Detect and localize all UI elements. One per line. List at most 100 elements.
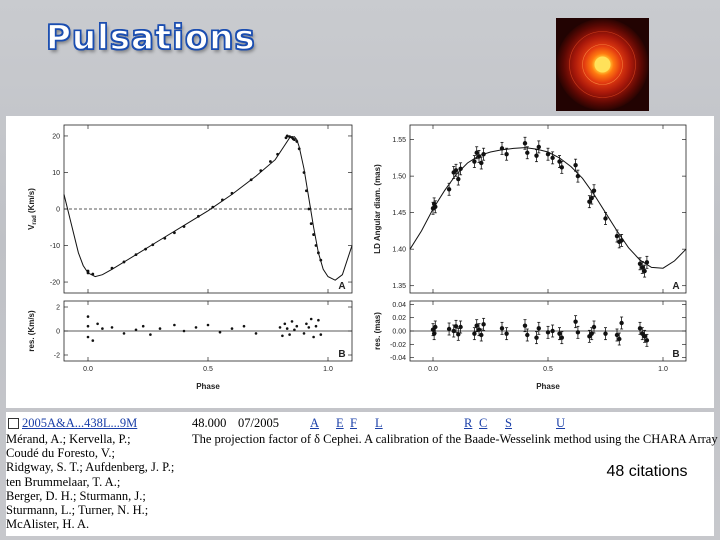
chart-panel-3: 1.35 1.40 1.45 1.50 1.55 A LD Angular diam. (m… (373, 124, 687, 294)
y-tick-label: 0 (56, 329, 60, 336)
data-point (163, 236, 167, 240)
data-point (110, 266, 114, 270)
data-point (309, 317, 313, 321)
data-point (312, 233, 315, 236)
data-point (134, 328, 138, 332)
data-point (525, 150, 530, 155)
data-point (472, 331, 477, 336)
data-point (281, 334, 284, 338)
panel-label: A (672, 281, 679, 292)
y-tick-label: -0.04 (390, 355, 406, 362)
data-point (446, 187, 452, 192)
citation-count: 48 citations (591, 458, 703, 486)
data-point (545, 330, 551, 335)
data-point (536, 144, 541, 150)
data-point (288, 135, 291, 139)
data-point (305, 189, 308, 193)
link-simbad[interactable]: S (505, 416, 512, 430)
data-point (283, 322, 287, 326)
data-point (591, 324, 597, 330)
data-point (603, 331, 608, 336)
author-list: Mérand, A.; Kervella, P.; Coudé du Fores… (6, 432, 174, 531)
select-checkbox[interactable] (8, 418, 19, 429)
x-tick-label: 0.5 (543, 366, 553, 373)
data-point (474, 323, 479, 328)
data-point (91, 339, 95, 342)
data-point (297, 147, 301, 151)
data-point (573, 162, 578, 168)
data-point (269, 160, 272, 163)
data-point (575, 173, 581, 179)
data-point (644, 260, 650, 265)
data-point (476, 327, 482, 332)
data-point (221, 198, 224, 202)
data-point (158, 327, 162, 330)
model-curve (409, 147, 687, 269)
link-electronic[interactable]: E (336, 416, 344, 430)
data-point (110, 326, 114, 329)
data-point (309, 222, 313, 226)
data-point (86, 335, 90, 339)
data-point (637, 326, 643, 331)
x-tick-label: 0.0 (428, 366, 438, 373)
data-point (314, 324, 318, 328)
link-references[interactable]: L (375, 416, 383, 430)
data-point (479, 332, 484, 338)
data-point (305, 322, 308, 326)
author-line: Coudé du Foresto, V.; (6, 446, 115, 461)
data-point (173, 231, 176, 235)
data-point (614, 233, 620, 239)
data-point (259, 169, 263, 173)
data-point (230, 327, 234, 330)
x-tick-label: 0.0 (83, 366, 93, 373)
author-line: Mérand, A.; Kervella, P.; (6, 432, 131, 446)
data-point (218, 330, 222, 334)
link-abstract[interactable]: A (310, 416, 320, 430)
link-also-read[interactable]: U (556, 416, 566, 430)
data-point (458, 324, 463, 330)
data-point (479, 160, 484, 166)
data-point (182, 329, 186, 333)
data-point (481, 152, 486, 157)
data-point (456, 176, 461, 182)
data-point (557, 159, 562, 164)
star-photo (556, 18, 649, 111)
y-axis-label: res. (mas) (373, 312, 382, 350)
y-tick-label: 0.00 (392, 329, 406, 336)
data-point (317, 318, 320, 322)
data-point (141, 324, 145, 328)
slide-title: Pulsations (45, 17, 256, 58)
bibcode-link[interactable]: 2005A&A...438L...9M (22, 416, 138, 430)
data-point (557, 331, 562, 336)
author-line: McAlister, H. A. (6, 517, 90, 532)
link-fulltext[interactable]: F (350, 416, 357, 430)
data-point (534, 153, 539, 158)
data-point (285, 134, 289, 138)
data-point (534, 335, 539, 340)
y-tick-label: -20 (50, 280, 60, 287)
data-point (619, 320, 624, 326)
data-point (481, 322, 486, 327)
data-point (617, 336, 622, 342)
data-point (591, 188, 597, 193)
link-refs[interactable]: R (464, 416, 473, 430)
data-point (144, 247, 148, 251)
data-point (194, 326, 198, 329)
data-point (573, 319, 578, 324)
data-point (525, 332, 530, 338)
y-tick-label: 1.35 (392, 283, 406, 290)
data-point (312, 335, 315, 339)
y-tick-label: -10 (50, 243, 60, 250)
data-point (314, 244, 318, 247)
data-point (307, 207, 311, 211)
link-citations[interactable]: C (479, 416, 488, 430)
data-point (197, 214, 200, 218)
data-point (536, 326, 541, 331)
data-point (474, 150, 479, 155)
data-point (545, 152, 551, 157)
paper-title: The projection factor of δ Cephei. A cal… (192, 432, 718, 446)
data-point (249, 178, 253, 182)
x-axis-label: Phase (536, 382, 560, 391)
y-tick-label: 20 (52, 133, 60, 140)
